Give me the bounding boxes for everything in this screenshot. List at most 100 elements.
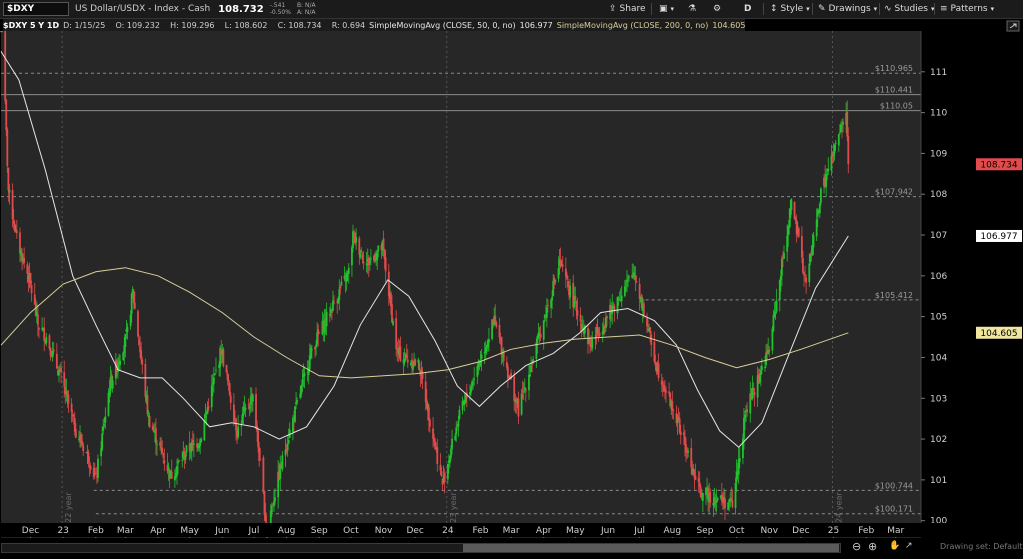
candle-body: [159, 442, 162, 446]
candle-body: [609, 305, 612, 320]
candle-body: [682, 432, 685, 436]
candle-body: [672, 410, 675, 412]
candle-body: [271, 504, 274, 506]
time-tick-label: Feb: [473, 526, 489, 536]
zoom-in-icon[interactable]: ⊕: [868, 540, 878, 553]
candle-body: [579, 314, 582, 322]
price-axis[interactable]: 100 101 102 103 104 105 106 107 108 109 110 111: [920, 31, 947, 537]
candle-body: [760, 365, 763, 371]
candle-body: [529, 374, 531, 377]
cursor-icon[interactable]: ↗: [905, 541, 913, 551]
candle-body: [286, 444, 289, 451]
candle-body: [117, 363, 119, 373]
candle-body: [779, 276, 782, 280]
candle-body: [443, 472, 446, 483]
candle-body: [343, 275, 346, 280]
candle-body: [485, 345, 488, 347]
candle-body: [81, 440, 84, 446]
style-button[interactable]: ↕ Style ▾: [770, 2, 810, 16]
candle-body: [333, 302, 335, 304]
candle-body: [654, 362, 657, 366]
candle-body: [259, 459, 262, 461]
candle-body: [566, 274, 568, 279]
price-tick-label: 103: [930, 394, 947, 404]
candle-body: [88, 465, 91, 467]
price-level-label: $110.05: [880, 102, 913, 111]
candle-body: [211, 382, 214, 386]
candle-body: [675, 413, 678, 424]
candle-body: [709, 492, 712, 503]
candle-body: [15, 230, 18, 234]
settings-button[interactable]: ⚙: [713, 2, 721, 16]
candle-body: [705, 487, 707, 496]
collapse-icon[interactable]: [1006, 20, 1020, 32]
candle-body: [572, 282, 575, 308]
candle-body: [221, 350, 224, 355]
candle-body: [203, 419, 206, 441]
patterns-label: Patterns: [950, 4, 988, 14]
candle-body: [469, 391, 471, 395]
time-tick-label: Aug: [278, 526, 296, 536]
price-badge-label: 108.734: [980, 160, 1017, 170]
candle-body: [67, 394, 70, 404]
price-chart[interactable]: $110.965 $110.441 $110.05 $107.942 $105.412 $…: [0, 19, 1023, 556]
candle-body: [228, 382, 231, 395]
candle-body: [50, 355, 53, 358]
candle-body: [454, 435, 457, 440]
candle-body: [707, 487, 710, 502]
candle-body: [425, 399, 428, 409]
candle-body: [746, 409, 749, 413]
candle-body: [324, 318, 327, 324]
scrollbar-track[interactable]: [1, 543, 841, 553]
studies-button[interactable]: ∿ Studies ▾: [884, 2, 934, 16]
time-tick-label: Jul: [633, 526, 645, 536]
toolbar-divider: [763, 3, 764, 15]
candle-body: [690, 447, 693, 468]
candle-body: [456, 425, 459, 427]
candle-body: [670, 400, 673, 407]
time-tick-label: 25: [828, 526, 839, 536]
candle-body: [178, 460, 180, 462]
scrollbar-thumb[interactable]: [463, 544, 839, 552]
candle-body: [406, 359, 409, 363]
chart-area[interactable]: $110.965 $110.441 $110.05 $107.942 $105.412 $…: [0, 19, 1023, 556]
chart-settings-button[interactable]: ▣ ▾: [659, 2, 674, 16]
candle-body: [26, 264, 29, 274]
symbol-input[interactable]: $DXY: [3, 2, 69, 16]
share-button[interactable]: ⇪ Share: [609, 2, 646, 16]
hand-icon[interactable]: ✋: [889, 541, 901, 551]
candle-body: [574, 296, 577, 300]
bid-value: B: N/A: [296, 2, 316, 9]
candle-body: [287, 439, 290, 444]
chart-title: $DXY 5 Y 1D: [3, 20, 60, 30]
candle-body: [721, 499, 724, 504]
candle-body: [411, 359, 413, 369]
timeframe-button[interactable]: D: [744, 2, 751, 16]
candle-body: [665, 390, 667, 393]
candle-body: [522, 391, 525, 393]
time-tick-label: Feb: [858, 526, 874, 536]
candle-body: [535, 342, 538, 359]
candle-body: [757, 373, 760, 381]
candle-body: [780, 258, 783, 276]
lab-button[interactable]: ⚗: [688, 2, 696, 16]
sma50-label[interactable]: SimpleMovingAvg (CLOSE, 50, 0, no): [369, 20, 516, 30]
patterns-button[interactable]: ≡ Patterns ▾: [940, 2, 994, 16]
candle-body: [205, 412, 208, 415]
candle-body: [551, 296, 554, 301]
candle-body: [731, 500, 734, 507]
candle-body: [612, 305, 615, 308]
time-tick-label: May: [180, 526, 199, 536]
plot-background: [1, 31, 921, 537]
price-tick-label: 101: [930, 476, 947, 486]
candle-body: [318, 332, 321, 334]
sma200-label[interactable]: SimpleMovingAvg (CLOSE, 200, 0, no): [556, 20, 709, 30]
candle-body: [816, 210, 819, 217]
candle-body: [441, 478, 444, 485]
time-tick-label: Dec: [792, 526, 809, 536]
zoom-out-icon[interactable]: ⊖: [852, 540, 862, 553]
candle-body: [795, 220, 798, 235]
candle-body: [176, 466, 178, 476]
candle-body: [284, 449, 287, 456]
drawings-button[interactable]: ✎ Drawings ▾: [818, 2, 877, 16]
